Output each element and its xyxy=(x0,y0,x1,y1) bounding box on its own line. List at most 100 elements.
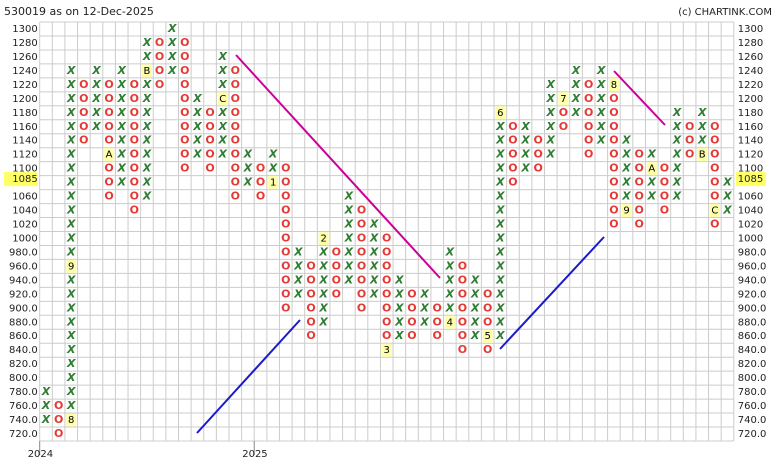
box: O xyxy=(104,92,113,105)
box: X xyxy=(142,92,152,105)
box: X xyxy=(116,162,126,175)
y-tick-label: 1160 xyxy=(738,122,763,133)
box: X xyxy=(520,162,530,175)
box: X xyxy=(293,273,303,286)
month-marker-box xyxy=(709,204,720,218)
box: X xyxy=(369,231,379,244)
box: X xyxy=(672,176,682,189)
box: O xyxy=(256,162,265,175)
box: O xyxy=(483,343,492,356)
box: X xyxy=(369,245,379,258)
box: O xyxy=(534,148,543,161)
box: X xyxy=(470,329,480,342)
box: X xyxy=(217,64,227,77)
box: X xyxy=(546,106,556,119)
month-marker: C xyxy=(711,206,718,217)
month-marker-box xyxy=(697,148,708,162)
box: O xyxy=(458,273,467,286)
box: O xyxy=(231,134,240,147)
box: X xyxy=(66,204,76,217)
box: O xyxy=(382,301,391,314)
box: O xyxy=(130,204,139,217)
box: O xyxy=(357,231,366,244)
box: X xyxy=(116,134,126,147)
box: O xyxy=(584,134,593,147)
box: O xyxy=(357,273,366,286)
box: X xyxy=(520,134,530,147)
box: X xyxy=(217,78,227,91)
box: O xyxy=(433,329,442,342)
box: X xyxy=(268,162,278,175)
box: X xyxy=(66,357,76,370)
box: X xyxy=(621,176,631,189)
box: O xyxy=(130,134,139,147)
box: X xyxy=(167,64,177,77)
box: X xyxy=(142,162,152,175)
box: X xyxy=(41,385,51,398)
box: O xyxy=(458,301,467,314)
box: O xyxy=(584,120,593,133)
box: X xyxy=(470,287,480,300)
box: X xyxy=(66,148,76,161)
box: X xyxy=(66,134,76,147)
month-marker: 8 xyxy=(611,80,617,91)
box: X xyxy=(495,259,505,272)
box: X xyxy=(66,92,76,105)
box: O xyxy=(407,329,416,342)
box: O xyxy=(609,176,618,189)
box: X xyxy=(495,329,505,342)
box: X xyxy=(394,287,404,300)
box: O xyxy=(130,120,139,133)
box: X xyxy=(66,301,76,314)
box: X xyxy=(66,64,76,77)
box: X xyxy=(318,287,328,300)
box: X xyxy=(217,148,227,161)
credit: (c) CHARTINK.COM xyxy=(678,7,772,18)
y-tick-label: 960.0 xyxy=(9,261,38,272)
box: O xyxy=(180,78,189,91)
box: O xyxy=(231,64,240,77)
box: O xyxy=(609,148,618,161)
box: X xyxy=(142,78,152,91)
y-tick-label: 940.0 xyxy=(9,275,38,286)
box: O xyxy=(609,204,618,217)
box: O xyxy=(231,148,240,161)
box: X xyxy=(66,385,76,398)
box: O xyxy=(104,176,113,189)
y-tick-label: 760.0 xyxy=(738,401,767,412)
box: O xyxy=(130,148,139,161)
box: O xyxy=(508,148,517,161)
box: O xyxy=(281,162,290,175)
month-marker: 9 xyxy=(623,206,629,217)
box: X xyxy=(520,120,530,133)
y-tick-label: 1140 xyxy=(738,136,763,147)
box: X xyxy=(495,148,505,161)
box: X xyxy=(91,78,101,91)
box: X xyxy=(394,273,404,286)
y-tick-label: 1220 xyxy=(738,80,763,91)
box: X xyxy=(672,190,682,203)
box: O xyxy=(54,399,63,412)
grid: 720.0 720.0 740.0 740.0 760.0 760.0 780.0 780.0… xyxy=(4,21,767,460)
box: O xyxy=(79,106,88,119)
box: O xyxy=(634,204,643,217)
y-tick-label: 860.0 xyxy=(9,331,38,342)
box: O xyxy=(584,106,593,119)
box: O xyxy=(104,162,113,175)
box: O xyxy=(180,134,189,147)
box: O xyxy=(155,36,164,49)
box: X xyxy=(672,148,682,161)
box: X xyxy=(192,134,202,147)
y-tick-label: 1100 xyxy=(738,164,763,175)
box: X xyxy=(217,120,227,133)
box: O xyxy=(458,343,467,356)
box: X xyxy=(116,106,126,119)
month-marker-box xyxy=(608,78,619,92)
y-tick-label: 780.0 xyxy=(738,387,767,398)
y-tick-label: 980.0 xyxy=(738,247,767,258)
y-tick-label: 840.0 xyxy=(738,345,767,356)
box: X xyxy=(445,259,455,272)
box: O xyxy=(79,92,88,105)
y-tick-label: 840.0 xyxy=(9,345,38,356)
month-marker: C xyxy=(219,94,226,105)
